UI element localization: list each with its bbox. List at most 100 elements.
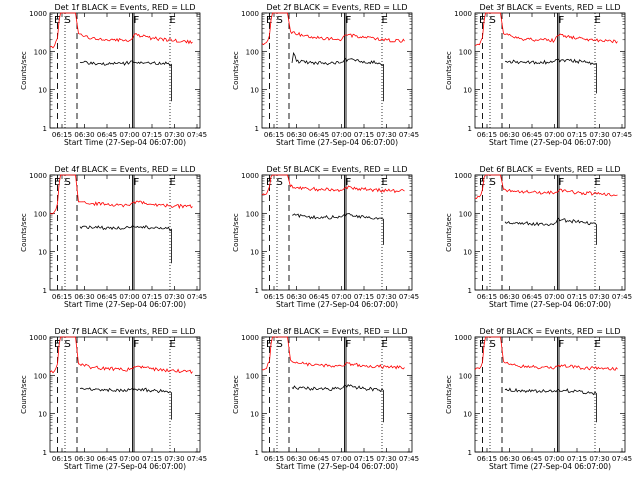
y-axis-label: Counts/sec: [20, 213, 28, 252]
event-marker-label: E: [479, 339, 485, 350]
series-events-line: [291, 384, 384, 423]
x-tick-label: 07:45: [399, 293, 419, 301]
y-tick-label: 10: [250, 87, 259, 95]
x-tick-label: 06:15: [264, 455, 284, 463]
series-lld-line: [49, 174, 193, 215]
series-events-line: [504, 387, 597, 423]
y-tick-label: 100: [34, 372, 47, 380]
y-axis-label: Counts/sec: [232, 375, 240, 414]
y-tick-label: 100: [459, 372, 472, 380]
x-axis-label: Start Time (27-Sep-04 06:07:00): [489, 462, 611, 471]
chart-title: Det 9f BLACK = Events, RED = LLD: [479, 327, 620, 336]
event-marker-label: S: [277, 177, 283, 188]
event-marker-label: E: [54, 177, 60, 188]
y-tick-label: 1000: [29, 10, 47, 18]
x-tick-label: 06:45: [522, 293, 542, 301]
plot-frame: [261, 12, 413, 129]
chart-panel-8: Det 8f BLACK = Events, RED = LLD 1 10 100 10…: [232, 327, 419, 471]
event-marker-label: E: [382, 177, 388, 188]
event-marker-label: S: [277, 15, 283, 26]
x-tick-label: 06:15: [477, 455, 497, 463]
event-marker-label: F: [134, 177, 140, 188]
x-tick-label: 07:30: [589, 293, 609, 301]
y-tick-label: 1000: [454, 10, 472, 18]
y-tick-label: 1: [43, 287, 47, 295]
event-marker-label: E: [266, 15, 272, 26]
chart-title: Det 3f BLACK = Events, RED = LLD: [479, 3, 620, 12]
y-tick-label: 1: [468, 125, 472, 133]
chart-title: Det 5f BLACK = Events, RED = LLD: [266, 165, 407, 174]
y-tick-label: 100: [246, 48, 259, 56]
event-marker-label: S: [65, 15, 71, 26]
x-tick-label: 06:15: [477, 293, 497, 301]
x-tick-label: 06:45: [97, 131, 117, 139]
y-tick-label: 10: [250, 249, 259, 257]
event-marker-label: F: [559, 177, 565, 188]
series-lld-line: [49, 12, 193, 49]
y-axis-label: Counts/sec: [232, 51, 240, 90]
chart-panel-5: Det 5f BLACK = Events, RED = LLD 1 10 100 10…: [232, 165, 419, 309]
x-tick-label: 07:00: [119, 293, 139, 301]
event-marker-label: E: [479, 15, 485, 26]
chart-panel-6: Det 6f BLACK = Events, RED = LLD 1 10 100 10…: [445, 165, 632, 309]
chart-title: Det 6f BLACK = Events, RED = LLD: [479, 165, 620, 174]
x-tick-label: 06:30: [286, 131, 306, 139]
y-tick-label: 1000: [29, 334, 47, 342]
x-tick-label: 07:00: [119, 455, 139, 463]
y-tick-label: 1000: [241, 172, 259, 180]
x-tick-label: 06:30: [286, 293, 306, 301]
y-tick-label: 1: [468, 287, 472, 295]
y-axis-label: Counts/sec: [20, 375, 28, 414]
x-tick-label: 06:45: [309, 455, 329, 463]
plot-frame: [49, 336, 201, 453]
x-tick-label: 06:45: [309, 293, 329, 301]
y-tick-label: 100: [246, 372, 259, 380]
x-tick-label: 06:45: [97, 293, 117, 301]
series-lld-line: [49, 336, 193, 375]
x-tick-label: 07:30: [589, 131, 609, 139]
x-tick-label: 07:00: [331, 131, 351, 139]
y-tick-label: 10: [463, 411, 472, 419]
x-tick-label: 07:15: [142, 293, 162, 301]
y-tick-label: 100: [34, 48, 47, 56]
x-axis-label: Start Time (27-Sep-04 06:07:00): [276, 138, 398, 147]
event-marker-label: E: [266, 177, 272, 188]
x-tick-label: 07:00: [544, 131, 564, 139]
y-tick-label: 1000: [29, 172, 47, 180]
y-tick-label: 1: [255, 449, 259, 457]
series-events-line: [79, 387, 172, 420]
plot-frame: [474, 174, 626, 291]
x-tick-label: 06:15: [264, 293, 284, 301]
y-tick-label: 1000: [241, 10, 259, 18]
x-tick-label: 07:45: [187, 293, 207, 301]
x-tick-label: 06:30: [74, 131, 94, 139]
series-lld-line: [261, 12, 405, 46]
event-marker-label: E: [54, 339, 60, 350]
chart-panel-9: Det 9f BLACK = Events, RED = LLD 1 10 100 10…: [445, 327, 632, 471]
event-marker-label: S: [490, 339, 496, 350]
event-marker-label: F: [346, 339, 352, 350]
y-tick-label: 100: [34, 210, 47, 218]
chart-panel-2: Det 2f BLACK = Events, RED = LLD 1 10 100 10…: [232, 3, 419, 147]
y-tick-label: 100: [459, 210, 472, 218]
x-tick-label: 07:00: [331, 455, 351, 463]
y-tick-label: 1: [43, 125, 47, 133]
y-axis-label: Counts/sec: [445, 213, 453, 252]
x-tick-label: 07:00: [544, 455, 564, 463]
y-tick-label: 1: [255, 125, 259, 133]
event-marker-label: E: [382, 339, 388, 350]
chart-title: Det 8f BLACK = Events, RED = LLD: [266, 327, 407, 336]
event-marker-label: F: [559, 339, 565, 350]
x-tick-label: 07:15: [354, 293, 374, 301]
x-tick-label: 07:15: [354, 131, 374, 139]
plot-frame: [49, 174, 201, 291]
event-marker-label: E: [170, 339, 176, 350]
x-tick-label: 06:45: [97, 455, 117, 463]
plot-frame: [474, 336, 626, 453]
x-tick-label: 07:45: [612, 131, 632, 139]
y-tick-label: 1000: [454, 172, 472, 180]
series-lld-line: [261, 174, 405, 196]
x-tick-label: 06:15: [264, 131, 284, 139]
x-tick-label: 07:00: [331, 293, 351, 301]
series-events-line: [79, 224, 172, 264]
